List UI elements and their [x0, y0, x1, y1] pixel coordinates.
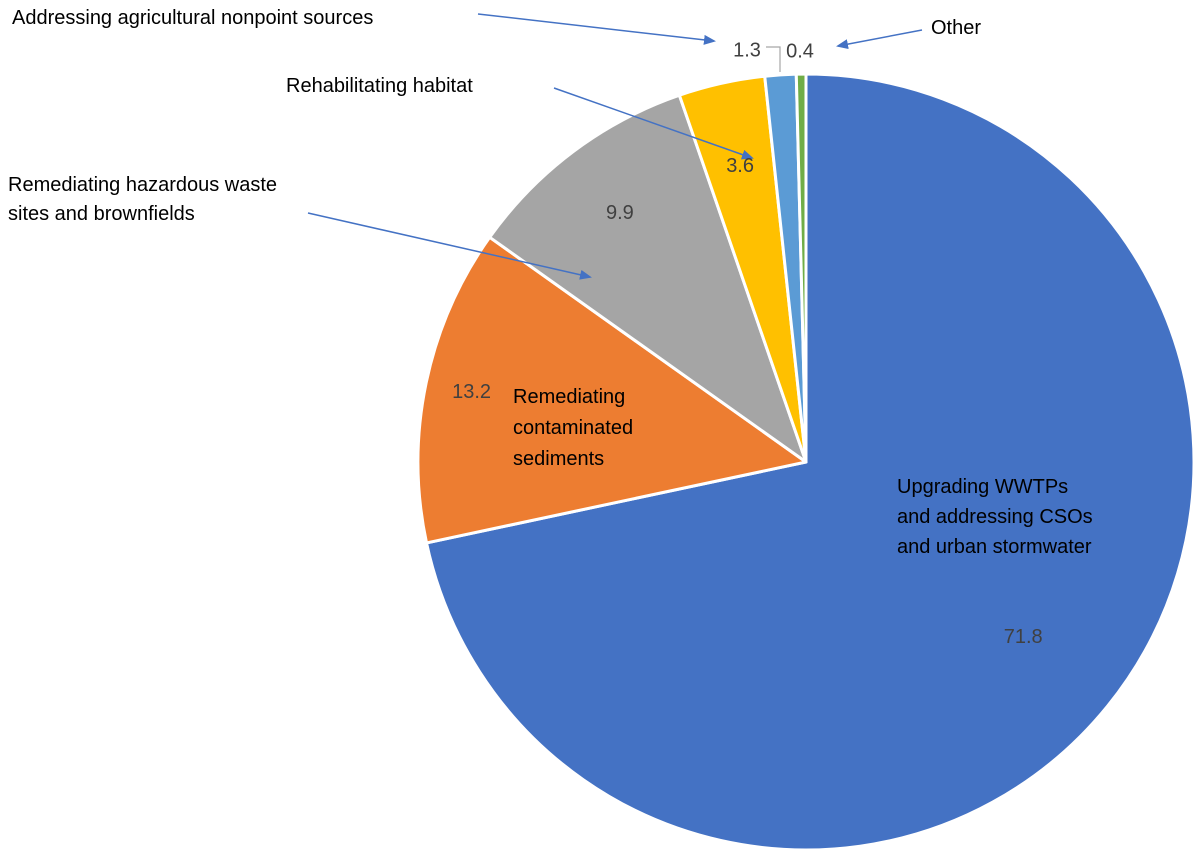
cat-label-sediments-line1: Remediating [513, 386, 625, 408]
pie-slice-sediments [416, 235, 808, 545]
leader-line-agricultural [766, 46, 781, 72]
cat-label-habitat: Rehabilitating habitat [286, 75, 473, 97]
pie-slices [416, 72, 1196, 852]
value-label-agricultural: 1.3 [733, 39, 761, 61]
value-labels: 71.8 13.2 9.9 3.6 1.3 0.4 [452, 39, 1043, 648]
arrow-other [836, 29, 923, 50]
arrow-hazardous [307, 212, 592, 280]
pie-slice-wwtp [425, 72, 1196, 852]
cat-label-hazardous-line1: Remediating hazardous waste [8, 174, 277, 196]
leader-lines [766, 46, 781, 72]
arrow-agricultural [477, 13, 716, 45]
value-label-wwtp: 71.8 [1004, 626, 1043, 648]
value-label-sediments: 13.2 [452, 381, 491, 403]
cat-label-wwtp-line2: and addressing CSOs [897, 506, 1093, 528]
pie-slice-hazardous [488, 93, 808, 464]
cat-label-other: Other [931, 17, 981, 39]
annotation-arrows [307, 13, 923, 280]
arrow-habitat [553, 87, 754, 160]
value-label-habitat: 3.6 [726, 155, 754, 177]
cat-label-hazardous-line2: sites and brownfields [8, 203, 195, 225]
cat-label-agricultural: Addressing agricultural nonpoint sources [12, 7, 373, 29]
value-label-other: 0.4 [786, 40, 814, 62]
pie-slice-other [794, 72, 808, 464]
category-labels: Addressing agricultural nonpoint sources… [8, 7, 1093, 558]
cat-label-sediments-line3: sediments [513, 448, 604, 470]
cat-label-wwtp-line3: and urban stormwater [897, 536, 1092, 558]
cat-label-wwtp-line1: Upgrading WWTPs [897, 476, 1068, 498]
value-label-hazardous: 9.9 [606, 202, 634, 224]
cat-label-sediments-line2: contaminated [513, 417, 633, 439]
